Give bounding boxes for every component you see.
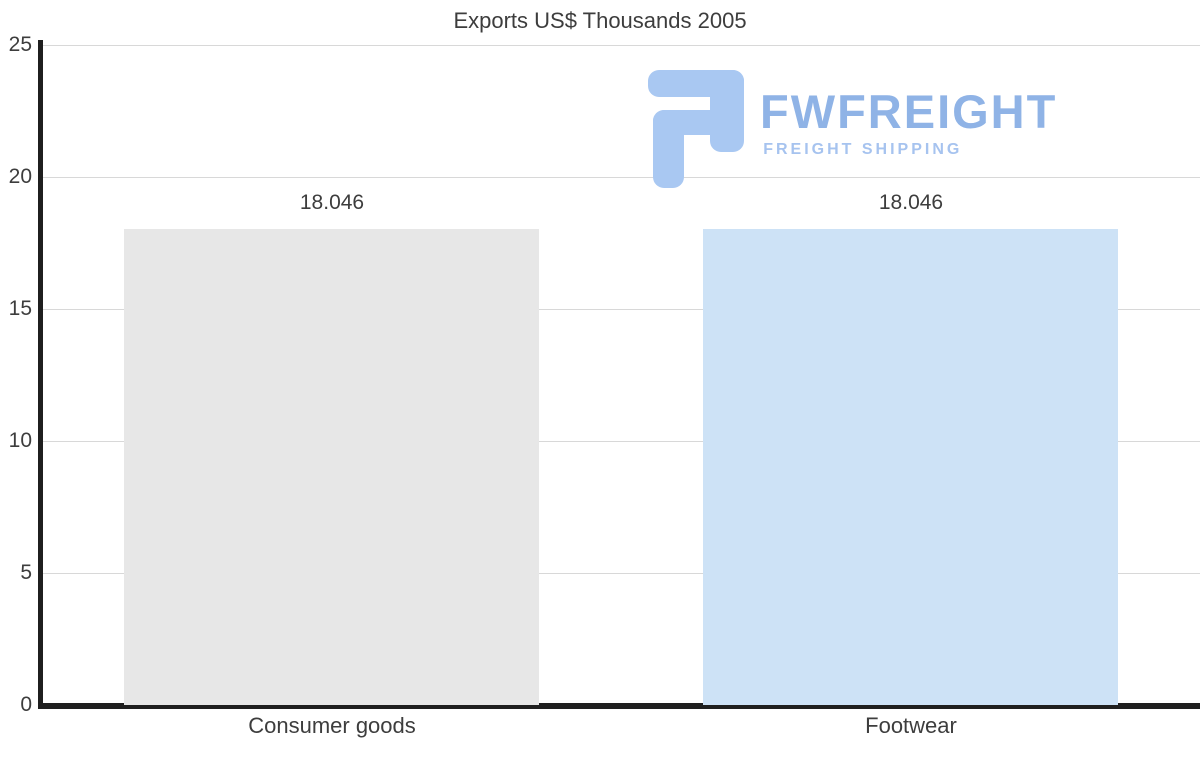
gridline bbox=[42, 308, 1200, 310]
category-label: Consumer goods bbox=[248, 713, 416, 738]
y-tick-label: 20 bbox=[8, 165, 32, 188]
y-tick-label: 5 bbox=[20, 561, 32, 584]
watermark-tagline: FREIGHT SHIPPING bbox=[763, 141, 963, 158]
gridline bbox=[42, 572, 1200, 574]
watermark-brand-text: FWFREIGHT bbox=[760, 85, 1058, 138]
watermark-text-block: FWFREIGHT FREIGHT SHIPPING bbox=[760, 70, 1057, 159]
bar-value-label: 18.046 bbox=[299, 191, 365, 214]
chart-title: Exports US$ Thousands 2005 bbox=[453, 8, 747, 33]
bar-footwear bbox=[703, 229, 1118, 705]
gridline bbox=[42, 440, 1200, 442]
y-tick-label: 0 bbox=[20, 693, 32, 716]
fwfreight-watermark: FWFREIGHT FREIGHT SHIPPING bbox=[648, 70, 1057, 193]
gridline bbox=[42, 44, 1200, 46]
y-tick-label: 25 bbox=[8, 33, 32, 56]
x-axis-line bbox=[38, 703, 1200, 709]
y-tick-label: 10 bbox=[8, 429, 32, 452]
y-tick-label: 15 bbox=[8, 297, 32, 320]
category-label: Footwear bbox=[865, 713, 957, 738]
bar-consumer-goods bbox=[124, 229, 539, 705]
y-axis-line bbox=[38, 40, 43, 708]
gridline bbox=[42, 176, 1200, 178]
bar-value-label: 18.046 bbox=[878, 191, 944, 214]
fwfreight-logo-icon bbox=[648, 70, 744, 193]
